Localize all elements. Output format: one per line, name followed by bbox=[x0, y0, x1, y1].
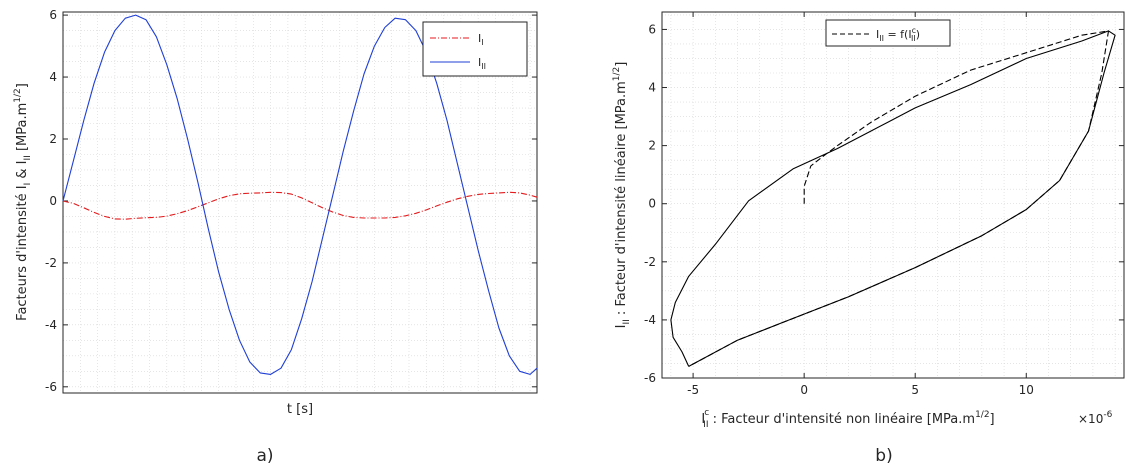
x-tick-label: -5 bbox=[687, 383, 699, 397]
y-tick-label: -4 bbox=[644, 313, 656, 327]
panel-a-legend: II III bbox=[422, 21, 528, 77]
x-tick-label: 0 bbox=[800, 383, 808, 397]
panel-a-ylabel: Facteurs d'intensité II & III [MPa.m1/2] bbox=[13, 83, 33, 321]
panel-a-axes-box bbox=[62, 11, 538, 394]
y-tick-label: -4 bbox=[45, 318, 57, 332]
y-tick-label: 6 bbox=[648, 22, 656, 36]
y-tick-label: 0 bbox=[49, 194, 57, 208]
legend-label-dashed: III = f(Ic II) bbox=[876, 26, 920, 43]
panel-a-xlabel: t [s] bbox=[287, 402, 313, 417]
panel-b-legend-box bbox=[825, 19, 951, 47]
y-tick-label: -6 bbox=[644, 371, 656, 385]
panel-b-ticks: 6 4 2 0 -2 -4 -6 -5 0 5 10 bbox=[644, 12, 1124, 397]
series-line-2 bbox=[62, 14, 538, 375]
legend-label-series-2: III bbox=[478, 56, 486, 71]
panel-b-label: b) bbox=[875, 446, 892, 466]
y-tick-label: -2 bbox=[45, 256, 57, 270]
panel-a-chart: 6 4 2 0 -2 -4 -6 Facteurs d'intensité II & III… bbox=[13, 8, 538, 466]
panel-a-series bbox=[62, 14, 538, 375]
y-tick-label: 4 bbox=[648, 81, 656, 95]
panel-b-ylabel: III : Facteur d'intensité linéaire [MPa.… bbox=[612, 62, 632, 329]
panel-a-ticks: 6 4 2 0 -2 -4 -6 bbox=[45, 8, 537, 394]
x-tick-label: 10 bbox=[1019, 383, 1034, 397]
panel-b-legend: III = f(Ic II) bbox=[825, 19, 951, 47]
panel-b-x-exponent: ×10-6 bbox=[1078, 410, 1113, 426]
y-tick-label: 6 bbox=[49, 8, 57, 22]
panel-b-xlabel: Ic II : Facteur d'intensité non linéaire … bbox=[701, 408, 994, 430]
panel-b-axes-box bbox=[661, 11, 1125, 379]
y-tick-label: 2 bbox=[49, 132, 57, 146]
panel-a-label: a) bbox=[256, 446, 273, 466]
y-tick-label: 0 bbox=[648, 197, 656, 211]
panel-a-legend-box bbox=[422, 21, 528, 77]
y-tick-label: -6 bbox=[45, 380, 57, 394]
y-tick-label: -2 bbox=[644, 255, 656, 269]
panel-b-series bbox=[670, 30, 1116, 367]
panel-b-chart: 6 4 2 0 -2 -4 -6 -5 0 5 10 III : Facteur d'intensi… bbox=[612, 11, 1125, 466]
series-line-2 bbox=[670, 30, 1116, 367]
y-tick-label: 2 bbox=[648, 139, 656, 153]
y-tick-label: 4 bbox=[49, 70, 57, 84]
series-line-1 bbox=[62, 191, 538, 220]
legend-label-series-1: II bbox=[478, 32, 484, 47]
x-tick-label: 5 bbox=[911, 383, 919, 397]
